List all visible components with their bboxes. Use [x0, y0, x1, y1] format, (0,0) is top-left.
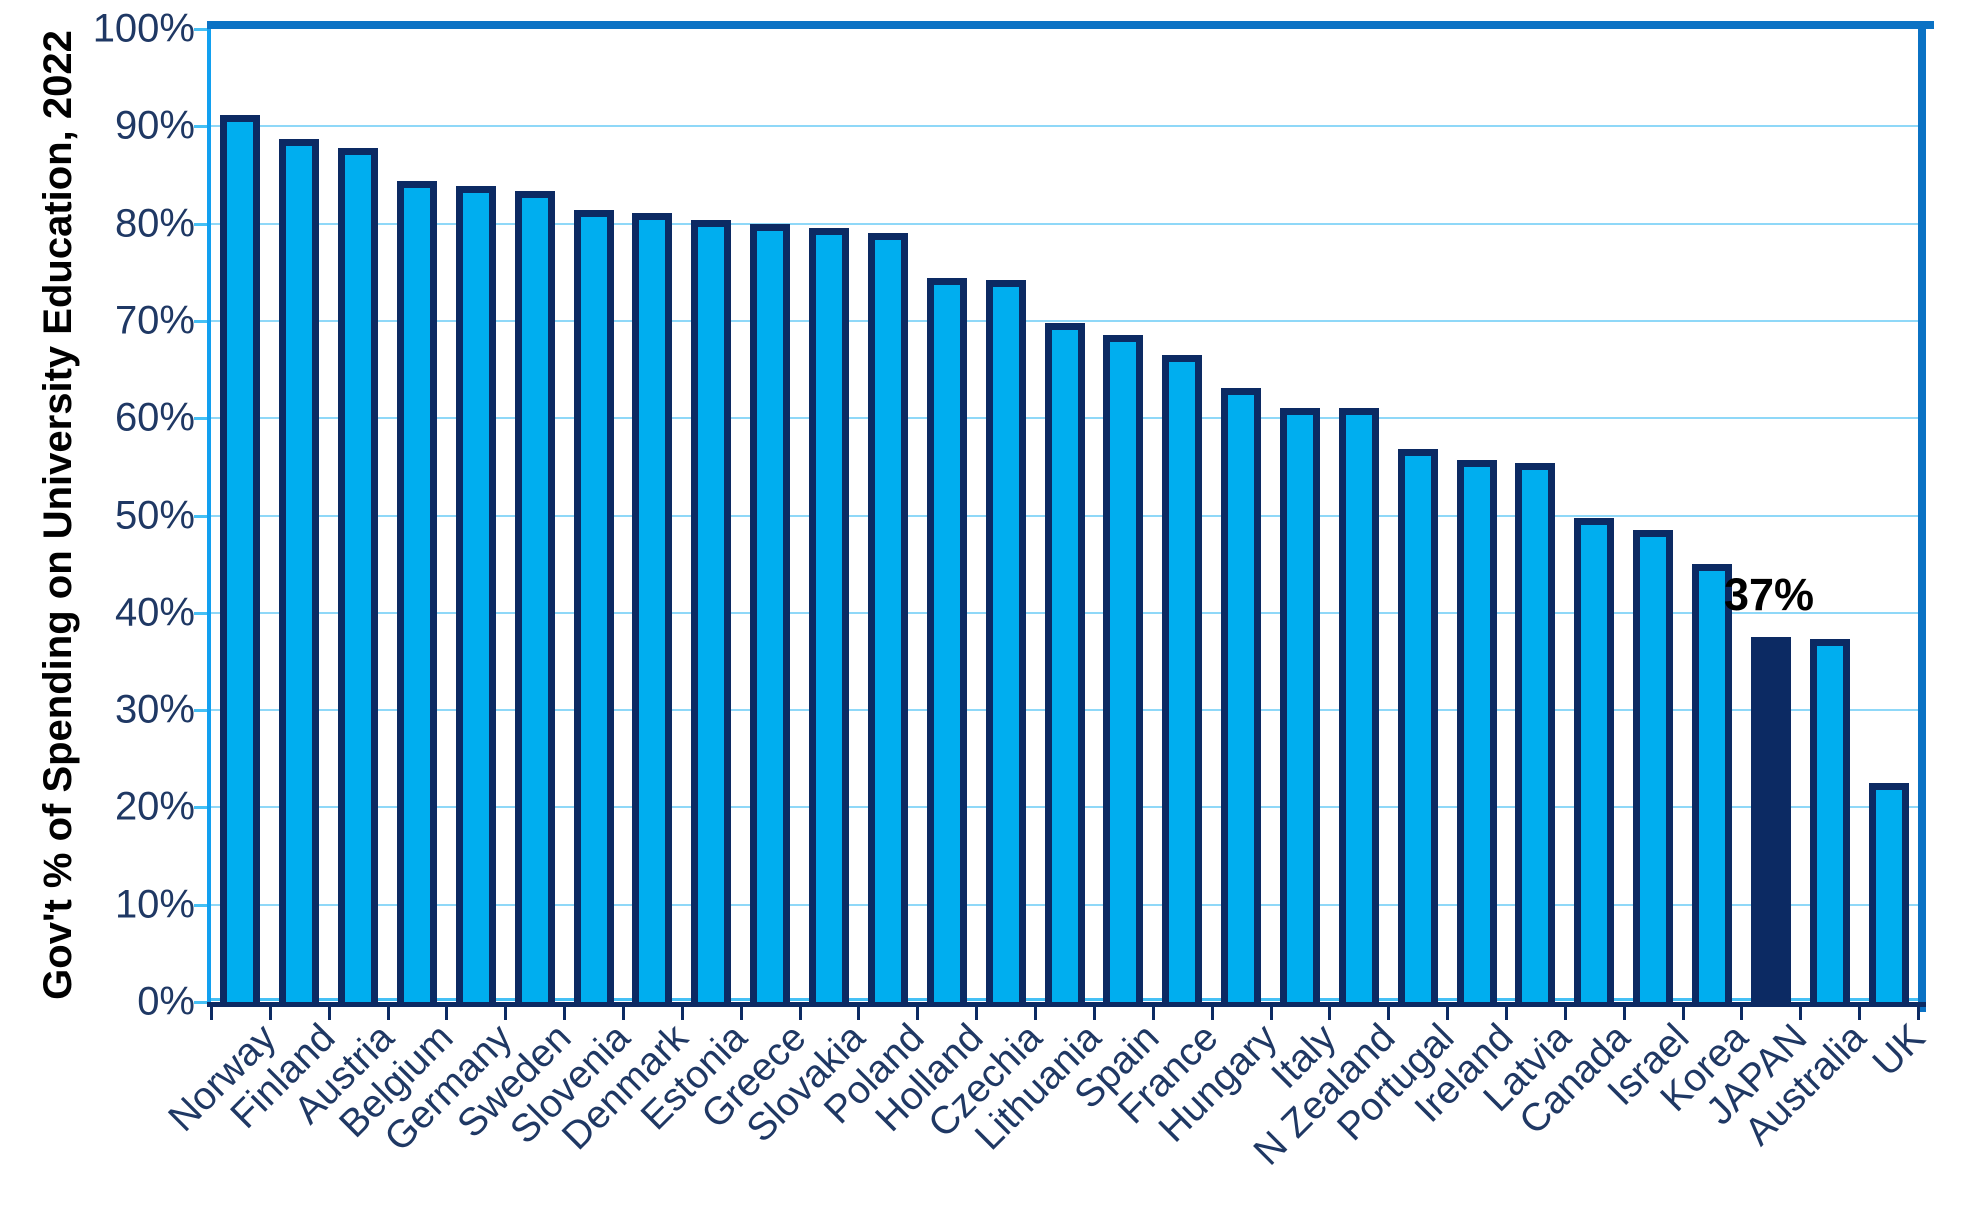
bar-austria — [338, 147, 379, 1002]
bar-finland — [279, 138, 320, 1002]
bar-israel — [1633, 530, 1674, 1002]
x-axis-tick-15 — [1092, 1007, 1096, 1020]
y-tick-label-80: 80% — [114, 201, 195, 246]
x-axis-tick-8 — [680, 1007, 684, 1020]
bar-czechia — [985, 280, 1026, 1002]
bar-holland — [926, 278, 967, 1002]
x-axis-tick-24 — [1622, 1007, 1626, 1020]
x-axis-tick-16 — [1151, 1007, 1155, 1020]
x-axis-tick-21 — [1446, 1007, 1450, 1020]
bar-canada — [1574, 518, 1615, 1002]
bar-estonia — [691, 219, 732, 1002]
bar-australia — [1809, 639, 1850, 1002]
y-tick-label-90: 90% — [114, 103, 195, 148]
y-tick-label-0: 0% — [137, 979, 195, 1024]
bar-norway — [220, 114, 261, 1002]
x-axis-tick-13 — [975, 1007, 979, 1020]
bar-france — [1162, 354, 1203, 1002]
y-tick-label-70: 70% — [114, 298, 195, 343]
x-label-uk: UK — [1864, 1016, 1933, 1085]
bar-germany — [455, 185, 496, 1002]
gridline-90 — [211, 125, 1918, 128]
y-axis-tick-0 — [194, 1001, 207, 1004]
x-axis-tick-17 — [1210, 1007, 1214, 1020]
x-axis-tick-0 — [210, 1007, 213, 1020]
y-tick-label-100: 100% — [92, 6, 195, 51]
x-axis-tick-25 — [1681, 1007, 1685, 1020]
x-axis-tick-18 — [1269, 1007, 1273, 1020]
y-axis-tick-10 — [194, 903, 207, 907]
x-axis-tick-23 — [1563, 1007, 1567, 1020]
bar-latvia — [1515, 462, 1556, 1002]
y-tick-label-50: 50% — [114, 493, 195, 537]
bar-slovakia — [809, 228, 850, 1002]
bar-spain — [1103, 335, 1144, 1002]
x-axis-tick-4 — [445, 1007, 449, 1020]
bar-lithuania — [1044, 322, 1085, 1002]
plot-frame-top-border — [207, 21, 1934, 29]
plot-frame-right-border — [1918, 21, 1926, 1012]
x-axis-tick-9 — [739, 1007, 743, 1020]
y-tick-label-10: 10% — [114, 882, 195, 927]
x-axis-tick-14 — [1034, 1007, 1038, 1020]
x-axis-tick-27 — [1799, 1007, 1803, 1020]
x-axis-tick-29 — [1917, 1007, 1920, 1020]
x-axis-tick-26 — [1740, 1007, 1744, 1020]
bar-denmark — [632, 212, 673, 1002]
x-axis-tick-7 — [622, 1007, 626, 1020]
gridline-70 — [211, 319, 1918, 322]
bar-greece — [750, 223, 791, 1002]
y-axis-tick-70 — [194, 319, 207, 323]
y-tick-label-60: 60% — [114, 395, 195, 440]
y-axis-tick-40 — [194, 611, 207, 615]
x-axis-tick-11 — [857, 1007, 861, 1020]
y-axis-tick-100 — [194, 28, 207, 31]
bar-belgium — [397, 180, 438, 1002]
x-axis-tick-6 — [563, 1007, 567, 1020]
bar-italy — [1279, 408, 1320, 1002]
value-axis-line — [207, 29, 211, 1002]
x-axis-tick-10 — [798, 1007, 802, 1020]
annotation-37-percent: 37% — [1724, 569, 1815, 621]
bar-ireland — [1456, 460, 1497, 1002]
bar-japan — [1750, 637, 1791, 1002]
y-axis-tick-30 — [194, 709, 207, 713]
x-axis-tick-3 — [386, 1007, 390, 1020]
y-tick-label-40: 40% — [114, 590, 195, 635]
x-axis-tick-28 — [1858, 1007, 1862, 1020]
bar-n-zealand — [1338, 408, 1379, 1002]
x-axis-tick-1 — [268, 1007, 272, 1020]
category-axis-line — [207, 1002, 1926, 1007]
gridline-80 — [211, 222, 1918, 225]
y-axis-tick-90 — [194, 125, 207, 129]
y-axis-tick-20 — [194, 806, 207, 810]
bar-slovenia — [573, 209, 614, 1002]
x-axis-tick-22 — [1504, 1007, 1508, 1020]
bar-uk — [1868, 783, 1909, 1002]
y-axis-tick-80 — [194, 222, 207, 226]
x-axis-tick-5 — [504, 1007, 508, 1020]
bar-sweden — [514, 190, 555, 1002]
y-tick-label-20: 20% — [114, 784, 195, 829]
bar-hungary — [1221, 388, 1262, 1002]
bar-poland — [867, 233, 908, 1002]
bar-portugal — [1397, 449, 1438, 1002]
y-axis-tick-50 — [194, 514, 207, 518]
bar-korea — [1691, 564, 1732, 1002]
x-axis-tick-19 — [1328, 1007, 1332, 1020]
y-tick-label-30: 30% — [114, 687, 195, 732]
x-axis-tick-12 — [916, 1007, 920, 1020]
x-axis-tick-20 — [1387, 1007, 1391, 1020]
x-axis-tick-2 — [327, 1007, 331, 1020]
y-axis-tick-60 — [194, 417, 207, 421]
